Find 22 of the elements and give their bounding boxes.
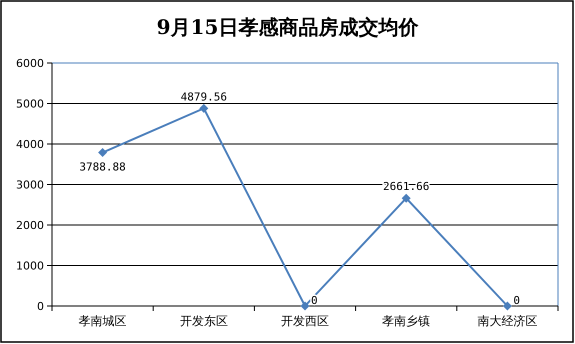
point (502, 302, 512, 310)
x-tick-label: 南大经济区 (477, 314, 538, 328)
data-label: 4879.56 (180, 90, 227, 104)
data-label: 0 (513, 294, 520, 307)
y-tick-label: 1000 (16, 260, 44, 272)
x-tick-label: 孝南城区 (78, 314, 127, 328)
point (300, 302, 310, 310)
y-tick-label: 3000 (16, 178, 44, 192)
x-tick-label: 开发西区 (281, 314, 329, 328)
y-tick-label: 5000 (16, 98, 44, 110)
chart-title: 9月15日孝感商品房成交均价 (156, 15, 420, 39)
y-tick-label: 0 (37, 300, 44, 313)
y-tick-label: 4000 (16, 138, 44, 151)
point (199, 104, 208, 113)
y-tick-label: 6000 (16, 57, 44, 70)
x-tick-label: 孝南乡镇 (382, 314, 430, 328)
data-label: 0 (311, 294, 318, 307)
y-tick-label: 2000 (16, 219, 44, 232)
point (402, 194, 411, 203)
point (98, 148, 108, 158)
x-tick-label: 开发东区 (180, 314, 228, 328)
data-label: 3788.88 (79, 160, 126, 174)
